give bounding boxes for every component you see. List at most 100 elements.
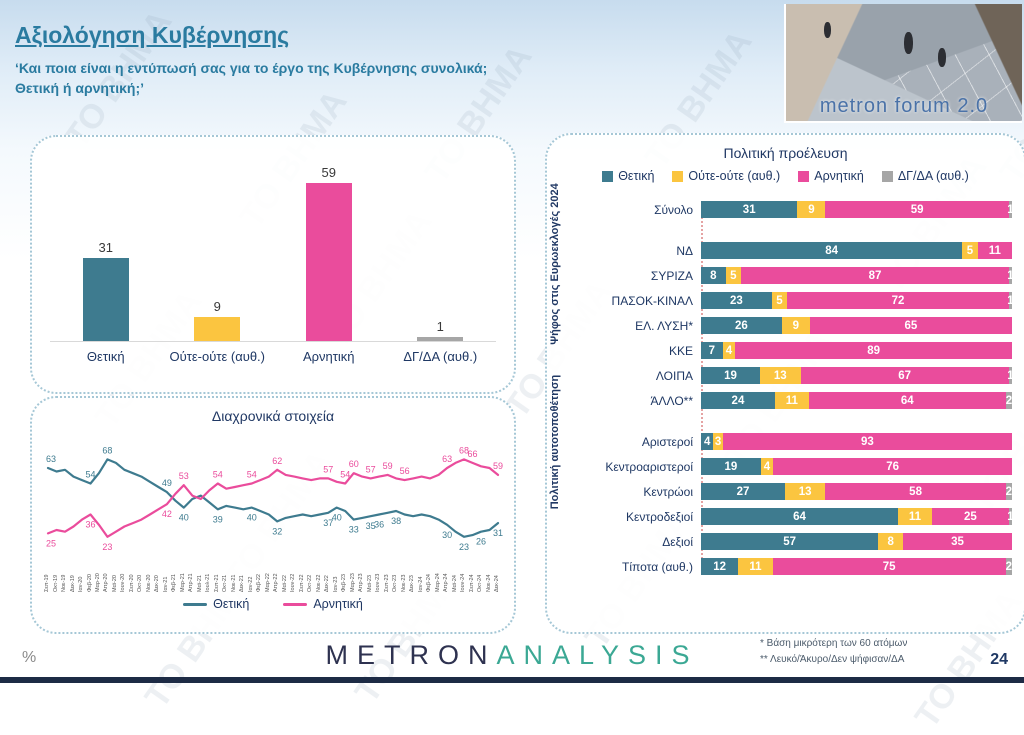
bar bbox=[82, 258, 129, 341]
bar-segment: 2 bbox=[1006, 392, 1012, 409]
x-axis-tick-label: Φεβ-23 bbox=[341, 574, 348, 592]
bar-segment: 5 bbox=[725, 267, 742, 284]
bar-segment: 65 bbox=[809, 317, 1012, 334]
bar-segment: 57 bbox=[701, 533, 879, 550]
x-axis-tick-label: Οκτ-21 bbox=[222, 574, 229, 592]
legend-label: Θετική bbox=[618, 169, 655, 183]
table-row: Δεξιοί 57 8 35 bbox=[575, 529, 1012, 554]
table-row: ΕΛ. ΛΥΣΗ* 26 9 65 bbox=[575, 313, 1012, 338]
row-label: Κεντροδεξιοί bbox=[625, 509, 693, 524]
stacked-bar: 12 11 75 2 bbox=[701, 558, 1012, 575]
stacked-bar: 23 5 72 1 bbox=[701, 292, 1014, 309]
line-point-label: 60 bbox=[349, 459, 359, 469]
line-chart-title: Διαχρονικά στοιχεία bbox=[211, 408, 335, 424]
page-title: Αξιολόγηση Κυβέρνησης bbox=[15, 22, 290, 48]
bar-segment: 1 bbox=[1007, 508, 1014, 525]
legend-label: Θετική bbox=[213, 597, 250, 611]
bar-segment: 2 bbox=[1006, 483, 1012, 500]
footnote-2: ** Λευκό/Άκυρο/Δεν ψήφισαν/ΔΑ bbox=[760, 653, 905, 665]
x-axis-tick-label: Μαϊ-20 bbox=[111, 575, 118, 592]
x-axis-tick-label: Φεβ-20 bbox=[86, 574, 93, 592]
legend-swatch bbox=[881, 170, 893, 182]
table-row: Τίποτα (αυθ.) 12 11 75 2 bbox=[575, 554, 1012, 579]
x-axis-tick-label: Απρ-20 bbox=[103, 573, 110, 592]
table-row: Κεντρώοι 27 13 58 2 bbox=[575, 479, 1012, 504]
line-point-label: 53 bbox=[179, 471, 189, 481]
line-point-label: 59 bbox=[383, 461, 393, 471]
row-group: ΝΔ 84 5 11 ΣΥΡΙΖΑ 8 5 87 1 ΠΑΣΟΚ-ΚΙΝΑΛ 23 5 72 1 ΕΛ. Λ… bbox=[575, 238, 1014, 413]
line-point-label: 32 bbox=[272, 526, 282, 536]
bar-segment: 2 bbox=[1006, 558, 1012, 575]
stacked-chart-legend: Θετική Ούτε-ούτε (αυθ.) Αρνητική ΔΓ/ΔΑ (αυθ… bbox=[547, 169, 1024, 183]
bar-segment: 5 bbox=[962, 242, 978, 259]
bar-segment: 19 bbox=[701, 367, 761, 384]
table-row: ΠΑΣΟΚ-ΚΙΝΑΛ 23 5 72 1 bbox=[575, 288, 1014, 313]
x-axis-tick-label: Δεκ-20 bbox=[154, 575, 161, 592]
stacked-bar: 26 9 65 bbox=[701, 317, 1012, 334]
bar-value-label: 1 bbox=[436, 319, 444, 334]
line-point-label: 37 bbox=[323, 518, 333, 528]
x-axis-tick-label: Δεκ-23 bbox=[409, 575, 416, 592]
x-axis-tick-label: Φεβ-21 bbox=[171, 574, 178, 592]
segment-value-label: 3 bbox=[714, 435, 722, 448]
segment-value-label: 2 bbox=[1005, 394, 1013, 407]
segment-value-label: 87 bbox=[868, 269, 882, 282]
table-row: ΚΚΕ 7 4 89 bbox=[575, 338, 1012, 363]
table-row: Σύνολο 31 9 59 1 bbox=[575, 197, 1014, 222]
bar-segment: 67 bbox=[800, 367, 1009, 384]
bar-segment: 26 bbox=[701, 317, 782, 334]
line-point-label: 66 bbox=[467, 449, 477, 459]
x-axis-tick-label: Ιουλ-21 bbox=[205, 573, 212, 592]
table-row: ΝΔ 84 5 11 bbox=[575, 238, 1012, 263]
row-label: Αριστεροί bbox=[641, 434, 693, 449]
bar-column: 59 bbox=[273, 165, 385, 341]
segment-value-label: 84 bbox=[825, 244, 839, 257]
segment-value-label: 58 bbox=[909, 485, 922, 498]
row-label: Σύνολο bbox=[654, 202, 693, 217]
bar-segment: 4 bbox=[701, 433, 714, 450]
x-axis-tick-label: Δεκ-22 bbox=[324, 575, 331, 592]
segment-value-label: 26 bbox=[735, 319, 748, 332]
segment-value-label: 75 bbox=[882, 560, 896, 573]
stacked-bar: 7 4 89 bbox=[701, 342, 1012, 359]
x-axis-tick-label: Μαϊ-22 bbox=[281, 575, 288, 592]
x-axis-tick-label: Μαϊ-24 bbox=[451, 575, 458, 592]
segment-value-label: 57 bbox=[783, 535, 797, 548]
line-point-label: 23 bbox=[459, 542, 469, 552]
segment-value-label: 2 bbox=[1005, 560, 1013, 573]
x-axis-tick-label: Νοε-24 bbox=[485, 574, 492, 592]
stacked-bar: 8 5 87 1 bbox=[701, 267, 1014, 284]
segment-value-label: 72 bbox=[891, 294, 905, 307]
bar-segment: 75 bbox=[772, 558, 1006, 575]
bar bbox=[305, 183, 352, 341]
bar-segment: 8 bbox=[878, 533, 904, 550]
segment-value-label: 76 bbox=[886, 460, 899, 473]
group-side-label: Ψήφος στις Ευρωεκλογές 2024 bbox=[549, 182, 561, 345]
logo-figure bbox=[904, 32, 913, 54]
x-axis-tick-label: Νοε-22 bbox=[315, 574, 322, 592]
line-point-label: 42 bbox=[162, 509, 172, 519]
metron-forum-logo: metron forum 2.0 bbox=[784, 4, 1022, 123]
legend-item: Αρνητική bbox=[283, 597, 363, 611]
line-point-label: 30 bbox=[442, 530, 452, 540]
bar-category-label: Θετική bbox=[86, 349, 125, 364]
row-label: ΝΔ bbox=[676, 243, 693, 258]
legend-swatch bbox=[798, 170, 810, 182]
segment-value-label: 4 bbox=[763, 460, 771, 473]
segment-value-label: 5 bbox=[730, 269, 737, 282]
stacked-bar: 31 9 59 1 bbox=[701, 201, 1014, 218]
x-axis-tick-label: Οκτ-19 bbox=[52, 574, 59, 592]
segment-value-label: 64 bbox=[900, 394, 914, 407]
segment-value-label: 5 bbox=[966, 244, 974, 257]
segment-value-label: 35 bbox=[951, 535, 964, 548]
bar-segment: 76 bbox=[773, 458, 1012, 475]
x-axis-tick-label: Οκτ-23 bbox=[392, 574, 399, 592]
x-axis-tick-label: Ιουν-22 bbox=[290, 573, 297, 592]
segment-value-label: 4 bbox=[725, 344, 733, 357]
x-axis-tick-label: Μαϊ-23 bbox=[366, 575, 373, 592]
x-axis-tick-label: Ιαν-20 bbox=[78, 576, 84, 592]
bar-segment: 59 bbox=[825, 201, 1009, 218]
legend-item: Ούτε-ούτε (αυθ.) bbox=[672, 169, 780, 183]
logo-figure bbox=[824, 22, 831, 38]
line-point-label: 40 bbox=[247, 513, 257, 523]
